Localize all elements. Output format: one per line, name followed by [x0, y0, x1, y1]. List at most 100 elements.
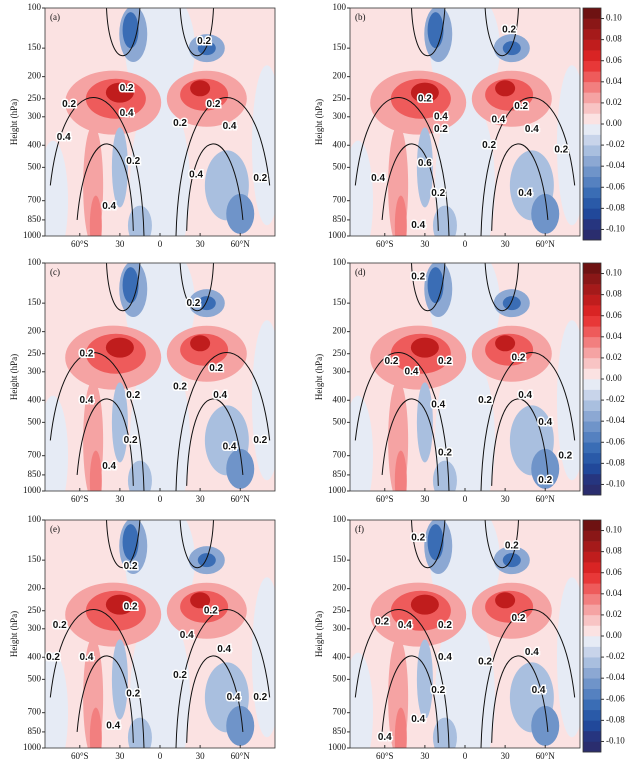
y-tick-label: 250 [28, 605, 42, 615]
shade [111, 127, 128, 208]
contour-label: 0.2 [253, 173, 267, 184]
contour-label: 0.2 [124, 601, 138, 612]
contour-label: 0.4 [213, 390, 227, 401]
y-tick-label: 150 [333, 297, 347, 307]
contour-label: 0.4 [431, 400, 445, 411]
shade [45, 652, 69, 748]
y-tick-label: 400 [333, 651, 347, 661]
contour-label: 0.4 [102, 201, 116, 212]
shade [394, 450, 407, 491]
colorbar-tick-label: 0.08 [606, 546, 622, 556]
y-tick-label: 850 [28, 214, 42, 224]
x-tick-label: 30 [196, 494, 206, 504]
x-tick-label: 60°N [536, 751, 556, 761]
colorbar-swatch [583, 60, 601, 72]
colorbar-swatch [583, 452, 601, 464]
colorbar-swatch [583, 187, 601, 199]
contour-label: 0.2 [124, 561, 138, 572]
colorbar-swatch [583, 431, 601, 443]
colorbar-swatch [583, 155, 601, 167]
colorbar-swatch [583, 572, 601, 584]
y-tick-label: 150 [333, 554, 347, 564]
contour-line [381, 143, 439, 231]
contour-label: 0.2 [53, 620, 67, 631]
colorbar-tick-label: 0.02 [606, 97, 622, 107]
contour-label: 0.4 [223, 121, 237, 132]
colorbar-tick-label: -0.06 [606, 181, 625, 191]
colorbar-swatch [583, 39, 601, 51]
y-tick-label: 150 [28, 297, 42, 307]
y-tick-label: 200 [28, 583, 42, 593]
x-tick-label: 60°N [231, 239, 251, 249]
y-tick-label: 1000 [23, 742, 42, 752]
shade [127, 460, 152, 491]
y-tick-label: 1000 [328, 230, 347, 240]
contour-label: 0.4 [102, 461, 116, 472]
colorbar-tick-label: -0.08 [606, 202, 625, 212]
colorbar-swatch [583, 484, 601, 496]
colorbar-swatch [583, 442, 601, 454]
shade [394, 195, 407, 236]
colorbar-swatch [583, 520, 601, 531]
contour-line [186, 143, 244, 231]
contour-label: 0.4 [538, 417, 552, 428]
shade [197, 41, 216, 56]
contour-line [49, 352, 145, 491]
x-tick-label: 60°S [71, 239, 89, 249]
colorbar-tick-label: 0.06 [606, 567, 622, 577]
colorbar-swatch [583, 604, 601, 616]
contour-line [76, 398, 134, 486]
contour-line [49, 97, 145, 236]
contour-label: 0.2 [478, 657, 492, 668]
colorbar-tick-label: 0.06 [606, 55, 622, 65]
shade [197, 296, 216, 311]
colorbar-swatch [583, 315, 601, 327]
shade [111, 639, 128, 720]
colorbar-swatch [583, 8, 601, 19]
contour-line [106, 8, 141, 56]
colorbar-swatch [583, 379, 601, 390]
x-tick-label: 0 [158, 751, 163, 761]
shade [495, 335, 516, 352]
panel-label: (c) [50, 267, 60, 277]
y-tick-label: 1000 [328, 485, 347, 495]
colorbar-tick-label: 0.04 [606, 331, 622, 341]
contour-line [354, 97, 450, 236]
contour-line [179, 520, 214, 568]
colorbar-tick-label: -0.04 [606, 160, 625, 170]
x-tick-label: 30 [501, 239, 511, 249]
contour-label: 0.2 [375, 617, 389, 628]
contour-label: 0.2 [431, 188, 445, 199]
contour-label: 0.4 [434, 111, 448, 122]
shade [127, 205, 152, 236]
colorbar-tick-label: -0.10 [606, 479, 625, 489]
contour-line [381, 655, 439, 743]
y-tick-label: 100 [333, 514, 347, 524]
colorbar-tick-label: 0.02 [606, 352, 622, 362]
colorbar-swatch [583, 410, 601, 422]
y-axis-label: Height (hPa) [314, 611, 324, 657]
y-tick-label: 850 [28, 469, 42, 479]
contour-line [491, 655, 549, 743]
contour-label: 0.2 [126, 156, 140, 167]
y-tick-label: 500 [28, 673, 42, 683]
colorbar-swatch [583, 134, 601, 146]
contour-label: 0.2 [482, 140, 496, 151]
shade [130, 350, 190, 491]
colorbar-tick-label: -0.02 [606, 651, 625, 661]
x-tick-label: 60°N [231, 494, 251, 504]
contour-label: 0.2 [431, 685, 445, 696]
contour-label: 0.2 [186, 298, 200, 309]
shade [89, 450, 102, 491]
contour-line [480, 352, 576, 491]
y-tick-label: 700 [28, 707, 42, 717]
x-tick-label: 30 [420, 494, 430, 504]
colorbar-swatch [583, 699, 601, 711]
colorbar-swatch [583, 625, 601, 637]
colorbar-swatch [583, 81, 601, 93]
x-tick-label: 60°S [376, 494, 394, 504]
shade [226, 705, 255, 746]
y-tick-label: 500 [28, 161, 42, 171]
colorbar-swatch [583, 208, 601, 220]
colorbar-swatch [583, 113, 601, 125]
